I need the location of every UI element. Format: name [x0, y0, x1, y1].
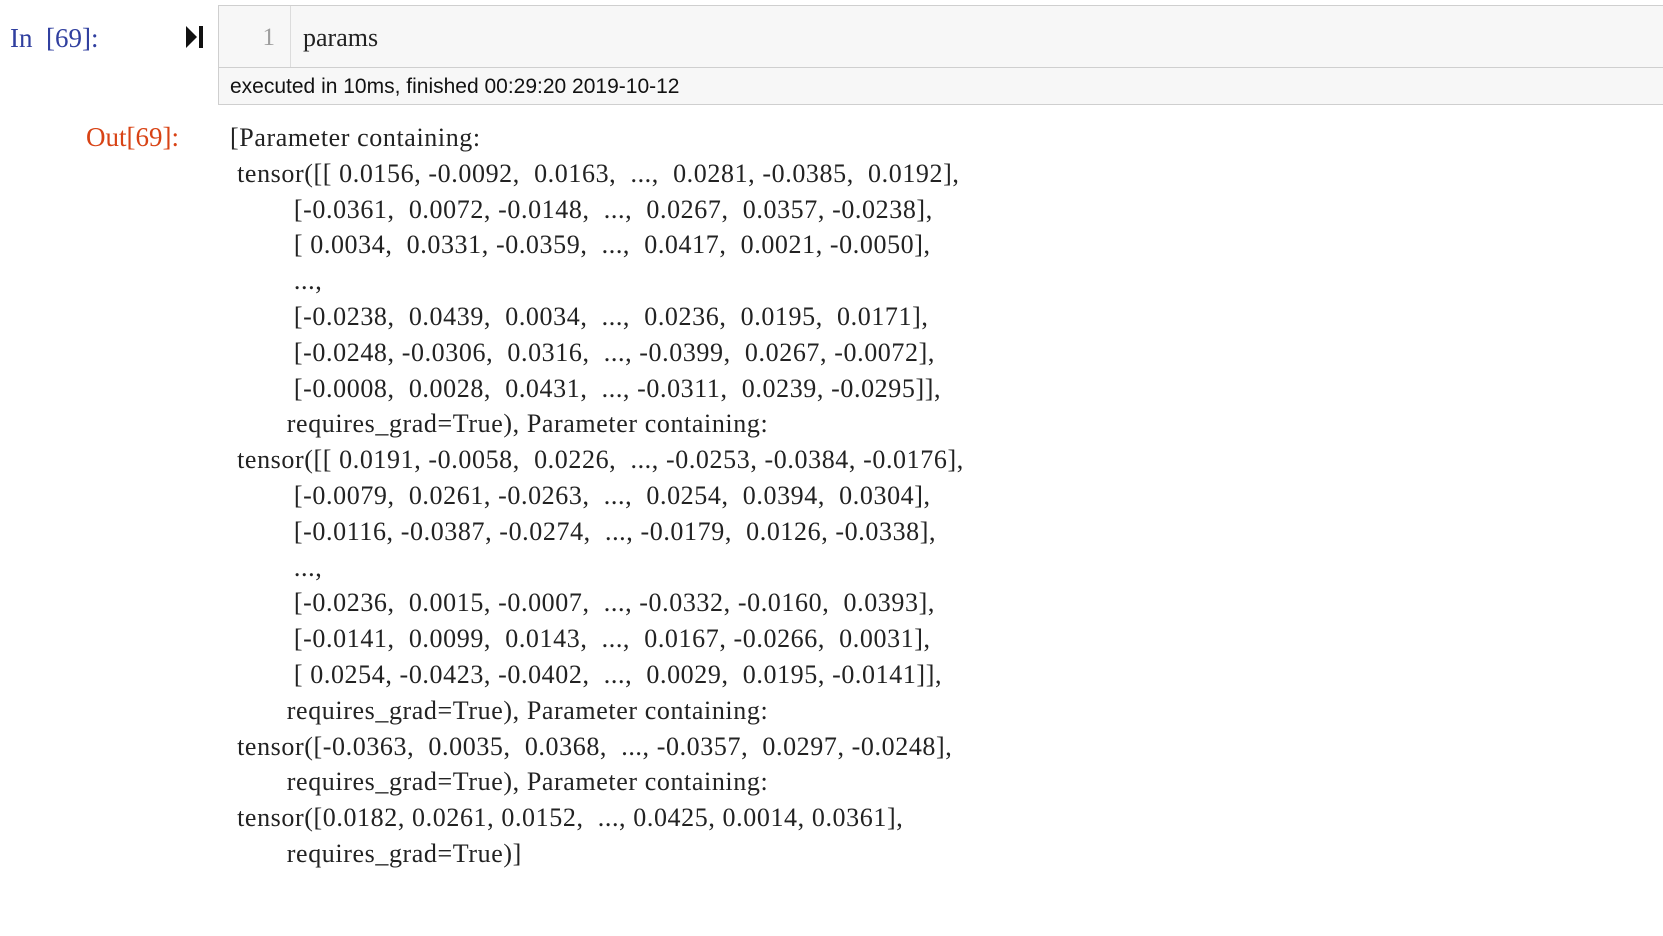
output-line: [-0.0079, 0.0261, -0.0263, ..., 0.0254, …: [230, 480, 931, 510]
output-line: requires_grad=True), Parameter containin…: [230, 409, 769, 439]
output-line: [-0.0361, 0.0072, -0.0148, ..., 0.0267, …: [230, 194, 933, 224]
line-number: 1: [262, 24, 276, 51]
output-line: [-0.0248, -0.0306, 0.0316, ..., -0.0399,…: [230, 337, 935, 367]
output-line: ...,: [230, 266, 323, 296]
output-line: [-0.0141, 0.0099, 0.0143, ..., 0.0167, -…: [230, 624, 931, 654]
output-line: requires_grad=True), Parameter containin…: [230, 695, 769, 725]
output-line: tensor([-0.0363, 0.0035, 0.0368, ..., -0…: [230, 731, 953, 761]
run-cell-button[interactable]: [184, 24, 206, 50]
run-cell-icon: [186, 26, 203, 48]
output-line: [ 0.0254, -0.0423, -0.0402, ..., 0.0029,…: [230, 659, 943, 689]
output-line: [-0.0116, -0.0387, -0.0274, ..., -0.0179…: [230, 516, 937, 546]
output-line: requires_grad=True), Parameter containin…: [230, 767, 769, 797]
output-line: [ 0.0034, 0.0331, -0.0359, ..., 0.0417, …: [230, 230, 931, 260]
input-prompt: In [69]:: [10, 23, 99, 53]
execution-time-info: executed in 10ms, finished 00:29:20 2019…: [218, 67, 1663, 105]
output-line: [-0.0236, 0.0015, -0.0007, ..., -0.0332,…: [230, 588, 935, 618]
output-line: [Parameter containing:: [230, 123, 481, 152]
output-line: requires_grad=True)]: [230, 838, 522, 868]
line-number-gutter: 1: [219, 6, 291, 68]
code-input-area[interactable]: 1 params: [218, 5, 1663, 68]
output-line: ...,: [230, 552, 323, 582]
output-line: tensor([[ 0.0156, -0.0092, 0.0163, ..., …: [230, 158, 960, 188]
output-line: tensor([0.0182, 0.0261, 0.0152, ..., 0.0…: [230, 803, 904, 833]
output-text: [Parameter containing: tensor([[ 0.0156,…: [230, 120, 964, 872]
output-prompt: Out[69]:: [86, 122, 179, 152]
output-line: [-0.0008, 0.0028, 0.0431, ..., -0.0311, …: [230, 373, 942, 403]
output-line: [-0.0238, 0.0439, 0.0034, ..., 0.0236, 0…: [230, 301, 929, 331]
code-text[interactable]: params: [303, 23, 379, 52]
output-line: tensor([[ 0.0191, -0.0058, 0.0226, ..., …: [230, 445, 964, 475]
